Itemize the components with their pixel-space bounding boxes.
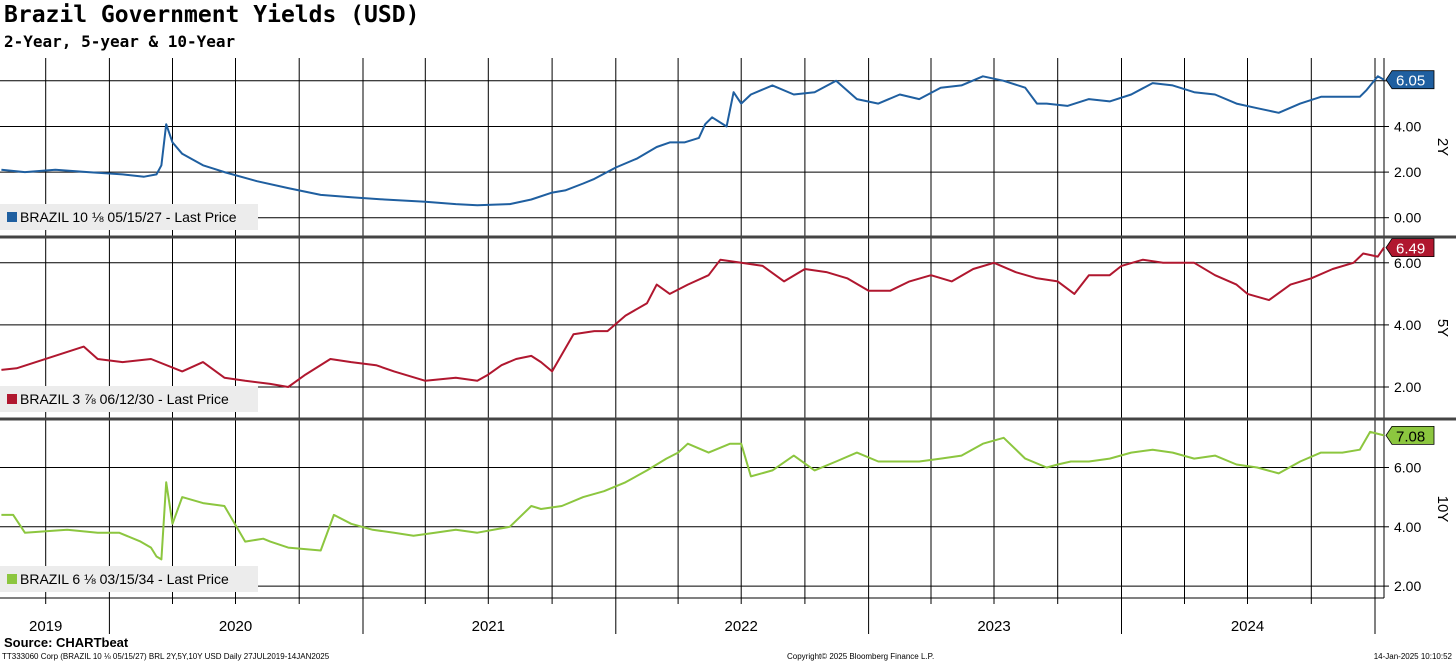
chart-subtitle: 2-Year, 5-year & 10-Year [4,32,236,51]
legend-label: BRAZIL 3 ⅞ 06/12/30 - Last Price [20,391,229,407]
legend-box [0,386,258,412]
x-tick-label: 2019 [29,618,62,635]
y-tick-label: 4.00 [1394,519,1421,535]
last-value-label: 6.49 [1396,241,1425,258]
legend-label: BRAZIL 6 ⅛ 03/15/34 - Last Price [20,571,229,587]
y-tick-label: 4.00 [1394,317,1421,333]
x-tick-label: 2023 [977,618,1010,635]
legend-swatch [7,212,17,222]
panel-5y: 2.00 4.00 6.00 5Y 6.49 BRAZIL 3 ⅞ 06/12/30 - … [0,238,1451,418]
footer-ticker-info: TT333060 Corp (BRAZIL 10 ⅛ 05/15/27) BRL… [2,652,330,661]
x-tick-label: 2024 [1231,618,1264,635]
last-value-label: 6.05 [1396,73,1425,90]
y-tick-label: 2.00 [1394,164,1421,180]
series-line [1,247,1385,388]
x-tick-label: 2022 [725,618,758,635]
legend-label: BRAZIL 10 ⅛ 05/15/27 - Last Price [20,209,237,225]
y-tick-label: 4.00 [1394,119,1421,135]
source-note: Source: CHARTbeat [4,635,129,650]
last-value-badge [1385,238,1435,257]
panel-axis-label: 5Y [1434,319,1451,337]
footer-timestamp: 14-Jan-2025 10:10:52 [1373,652,1452,661]
legend-box [0,566,258,592]
legend-swatch [7,394,17,404]
x-tick-label: 2020 [219,618,252,635]
x-axis: 2019 2020 2021 2022 2023 2024 [0,597,1384,635]
x-tick-label: 2021 [472,618,505,635]
series-line [1,75,1385,207]
y-tick-label: 0.00 [1394,210,1421,226]
y-tick-label: 2.00 [1394,578,1421,594]
last-value-badge [1385,70,1435,90]
panel-10y: 2.00 4.00 6.00 10Y 7.08 BRAZIL 6 ⅛ 03/15/34 -… [0,420,1451,598]
chart-title: Brazil Government Yields (USD) [4,2,420,28]
panel-axis-label: 2Y [1434,138,1451,156]
y-tick-label: 6.00 [1394,460,1421,476]
y-tick-label: 2.00 [1394,379,1421,395]
legend-box [0,204,258,230]
y-tick-label: 6.00 [1394,255,1421,271]
panel-axis-label: 10Y [1434,496,1451,523]
legend-swatch [7,574,17,584]
last-value-label: 7.08 [1396,428,1425,445]
last-value-badge [1385,426,1435,445]
footer-copyright: Copyright© 2025 Bloomberg Finance L.P. [787,652,935,661]
series-line [1,430,1385,561]
